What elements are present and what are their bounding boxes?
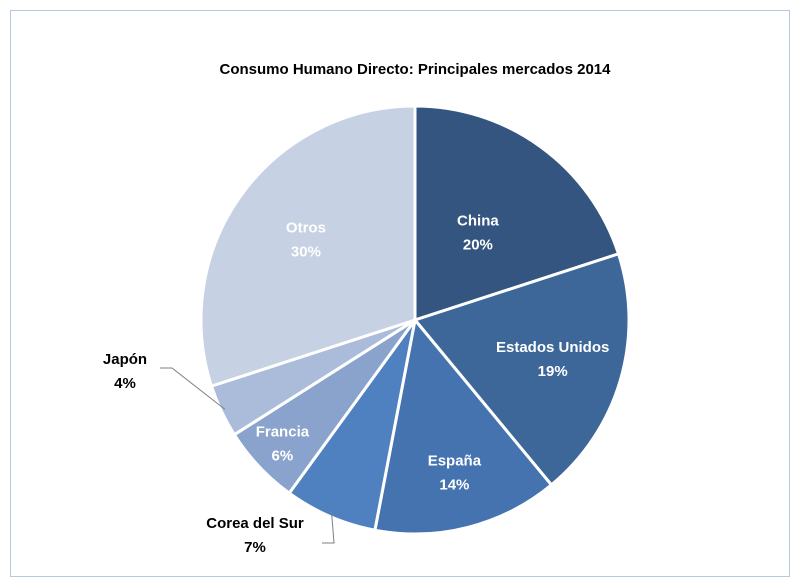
slice-value-label: 19% — [538, 363, 568, 380]
chart-title: Consumo Humano Directo: Principales merc… — [220, 61, 612, 78]
slice-label: Estados Unidos — [496, 339, 609, 356]
slice-label: Otros — [286, 220, 326, 237]
pie-slice — [199, 104, 417, 389]
slice-label: China — [457, 212, 499, 229]
slice-value-label: 20% — [463, 236, 493, 253]
pie-slice — [373, 316, 554, 536]
pie-slice — [412, 251, 631, 488]
leader-line — [160, 367, 226, 410]
slice-value-label: 30% — [291, 244, 321, 261]
slice-value-label: 7% — [244, 539, 266, 556]
slice-label: Francia — [256, 423, 310, 440]
slice-label: España — [428, 452, 482, 469]
slice-label: Corea del Sur — [206, 515, 304, 532]
slice-value-label: 6% — [272, 447, 294, 464]
pie-slice — [413, 104, 621, 323]
slice-label: Japón — [103, 351, 147, 368]
slice-value-label: 4% — [114, 375, 136, 392]
slice-value-label: 14% — [439, 476, 469, 493]
leader-line — [322, 512, 335, 544]
